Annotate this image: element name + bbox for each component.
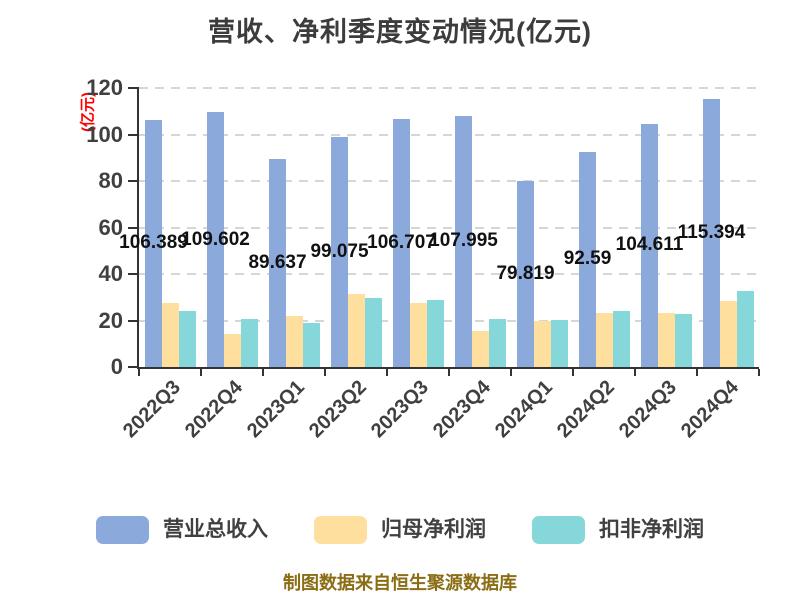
bar-营业总收入-2024Q1 (517, 181, 534, 367)
y-axis-tick-100 (128, 133, 139, 136)
bar-value-label-2023Q2: 99.075 (310, 240, 369, 262)
plot-area: 0 20 40 60 80 100 120 106.389 2022Q3 109.602 2022Q… (86, 77, 760, 442)
x-axis-tick (696, 369, 698, 376)
legend-item-扣非净利润: 扣非净利润 (532, 516, 704, 544)
bar-value-label-2023Q1: 89.637 (248, 251, 307, 273)
bar-归母净利润-2023Q2 (348, 293, 365, 367)
bar-营业总收入-2022Q4 (207, 112, 224, 367)
legend-item-归母净利润: 归母净利润 (314, 516, 486, 544)
legend-label-归母净利润: 归母净利润 (381, 518, 486, 541)
y-axis-label-100: 100 (86, 121, 123, 147)
gridline-60 (139, 226, 759, 229)
bar-归母净利润-2024Q4 (720, 300, 737, 367)
y-axis-label-80: 80 (98, 168, 123, 193)
legend-label-扣非净利润: 扣非净利润 (599, 518, 704, 541)
bar-归母净利润-2023Q1 (286, 316, 303, 367)
bar-营业总收入-2023Q3 (393, 118, 410, 367)
legend-swatch-归母净利润 (314, 516, 367, 544)
legend: 营业总收入 归母净利润 扣非净利润 (0, 516, 800, 544)
bar-扣非净利润-2023Q2 (365, 298, 382, 367)
bar-营业总收入-2024Q3 (641, 123, 658, 367)
x-axis-tick (758, 369, 760, 376)
gridline-40 (139, 273, 759, 275)
bar-扣非净利润-2023Q3 (427, 300, 444, 367)
bar-value-label-2023Q3: 106.707 (367, 231, 436, 253)
x-axis-tick (572, 369, 574, 376)
x-axis-tick (324, 369, 326, 376)
bar-value-label-2023Q4: 107.995 (429, 230, 498, 252)
bar-value-label-2024Q2: 92.59 (563, 248, 612, 270)
footer-source-note: 制图数据来自恒生聚源数据库 (283, 573, 517, 593)
bar-扣非净利润-2024Q3 (675, 314, 692, 367)
bar-营业总收入-2023Q1 (269, 158, 286, 367)
bar-营业总收入-2022Q3 (145, 119, 162, 367)
bar-归母净利润-2024Q2 (596, 313, 613, 367)
chart-title: 营收、净利季度变动情况(亿元) (208, 17, 592, 47)
x-axis-tick (262, 369, 264, 376)
gridline-80 (139, 180, 759, 182)
bar-归母净利润-2023Q4 (472, 331, 489, 367)
bar-营业总收入-2024Q2 (579, 151, 596, 367)
y-axis-label-0: 0 (110, 354, 123, 379)
bar-value-label-2024Q3: 104.611 (615, 234, 684, 256)
bar-归母净利润-2024Q3 (658, 313, 675, 367)
x-axis-tick (448, 369, 450, 376)
x-axis-tick (138, 369, 140, 376)
bar-扣非净利润-2023Q1 (303, 322, 320, 367)
bar-营业总收入-2023Q4 (455, 115, 472, 367)
bar-value-label-2024Q1: 79.819 (496, 263, 555, 285)
x-axis-tick (510, 369, 512, 376)
gridline-20 (139, 319, 759, 322)
bar-扣非净利润-2024Q2 (613, 311, 630, 367)
bar-归母净利润-2024Q1 (534, 320, 551, 367)
bar-扣非净利润-2022Q4 (241, 318, 258, 367)
x-axis-tick (386, 369, 388, 376)
y-axis-tick-0 (128, 366, 139, 368)
legend-swatch-扣非净利润 (532, 516, 585, 544)
y-axis-tick-20 (128, 319, 139, 322)
y-axis-label-40: 40 (98, 261, 123, 286)
bar-营业总收入-2023Q2 (331, 136, 348, 367)
bar-归母净利润-2022Q3 (162, 303, 179, 367)
bar-扣非净利润-2024Q1 (551, 319, 568, 367)
x-axis-tick (200, 369, 202, 376)
bar-扣非净利润-2022Q3 (179, 311, 196, 367)
bar-营业总收入-2024Q4 (703, 98, 720, 367)
y-axis-tick-80 (128, 180, 139, 182)
bar-归母净利润-2023Q3 (410, 302, 427, 367)
bar-归母净利润-2022Q4 (224, 333, 241, 367)
x-axis-tick (634, 369, 636, 376)
bar-扣非净利润-2023Q4 (489, 319, 506, 367)
y-axis-tick-60 (128, 226, 139, 229)
legend-swatch-营业总收入 (96, 516, 149, 544)
y-axis-tick-120 (128, 87, 139, 89)
y-axis-label-120: 120 (86, 75, 123, 100)
bar-value-label-2024Q4: 115.394 (677, 221, 746, 243)
legend-label-营业总收入: 营业总收入 (163, 518, 268, 541)
legend-item-营业总收入: 营业总收入 (96, 516, 268, 544)
bar-扣非净利润-2024Q4 (737, 290, 754, 367)
y-axis-label-60: 60 (98, 214, 123, 240)
gridline-120 (139, 87, 759, 89)
gridline-100 (139, 133, 759, 136)
bar-value-label-2022Q3: 106.389 (119, 232, 188, 254)
bar-value-label-2022Q4: 109.602 (181, 228, 250, 250)
y-axis-label-20: 20 (98, 307, 123, 333)
y-axis-tick-40 (128, 273, 139, 275)
